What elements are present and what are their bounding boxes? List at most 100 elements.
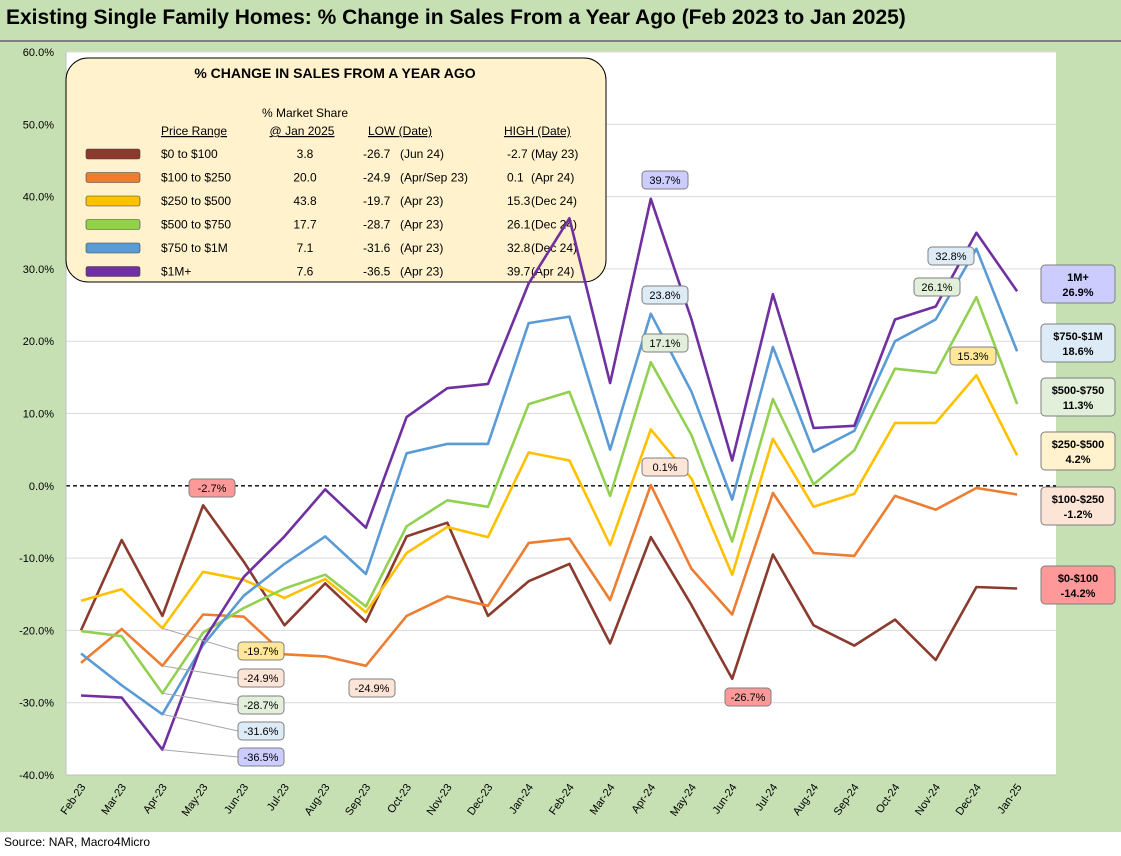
y-tick-label: 60.0% [23,47,54,59]
high-label: 23.8% [649,290,680,302]
end-label: 4.2% [1065,454,1090,466]
end-label-box [1040,431,1116,471]
legend-row-high: 39.7 [507,265,531,279]
x-tick-label: May-24 [668,782,699,819]
title-divider [0,40,1121,42]
series-line [79,503,1018,681]
legend-row-low-date: (Apr 23) [400,241,443,255]
legend-swatch [85,172,141,183]
y-tick-label: 10.0% [23,409,54,421]
y-tick-label: -20.0% [19,625,54,637]
y-tick-label: 40.0% [23,192,54,204]
end-label: $750-$1M [1053,331,1103,343]
end-label: $0-$100 [1058,573,1098,585]
legend-row-high-date: (Apr 24) [531,171,574,185]
high-label: 39.7% [649,175,680,187]
legend-swatch [85,266,141,277]
legend-row-share: 43.8 [293,194,317,208]
leader-line [162,713,239,732]
y-tick-label: -40.0% [19,770,54,782]
high-label: 17.1% [649,338,680,350]
legend-row-high: 0.1 [507,171,524,185]
legend-row-low-date: (Apr 23) [400,218,443,232]
end-label: 1M+ [1067,272,1089,284]
legend-row-share: 7.1 [297,241,314,255]
high-label-box [913,277,961,297]
high-label-box [641,333,689,353]
legend-row-low: -19.7 [363,194,391,208]
chart-title: Existing Single Family Homes: % Change i… [6,6,906,29]
end-label: $500-$750 [1052,385,1105,397]
legend-row-low: -26.7 [363,147,391,161]
high-label: 0.1% [652,462,677,474]
end-label-box [1040,565,1116,605]
low-label-box [724,687,772,707]
legend-swatch [85,242,141,254]
legend-row-share: 3.8 [297,147,314,161]
x-tick-label: Jan-25 [995,782,1024,816]
high-label-box [641,285,689,305]
x-tick-label: Apr-23 [141,782,170,816]
x-tick-label: Oct-23 [385,782,414,816]
x-tick-label: Nov-24 [913,782,943,818]
series-line [80,197,1019,752]
end-label: $250-$500 [1052,439,1105,451]
legend-swatch [85,195,141,207]
y-tick-label: -10.0% [19,553,54,565]
x-tick-label: May-23 [180,782,211,819]
end-label: $100-$250 [1052,494,1105,506]
legend-row-label: $250 to $500 [161,194,231,208]
legend-col-share: @ Jan 2025 [270,124,335,138]
leader-line [162,627,239,652]
legend-row-label: $0 to $100 [161,147,218,161]
y-tick-label: 50.0% [23,119,54,131]
x-tick-label: Feb-23 [59,782,89,817]
high-label-box [641,170,689,190]
leader-line [162,692,239,706]
high-label-box [927,246,975,266]
legend-row-share: 20.0 [293,171,317,185]
legend-row-low: -28.7 [363,218,391,232]
x-tick-label: Mar-24 [588,782,618,817]
low-label-box [348,678,396,698]
x-tick-label: Sep-23 [343,782,373,818]
low-label: -24.9% [355,683,390,695]
legend-row-low-date: (Apr 23) [400,194,443,208]
high-label-box [949,346,997,366]
leader-line [162,665,239,679]
x-tick-label: Dec-23 [465,782,495,818]
low-label-box [237,641,285,661]
legend-header-share: % Market Share [262,106,348,120]
legend-row-high: 15.3 [507,194,531,208]
end-label: -14.2% [1061,588,1096,600]
legend-row-share: 7.6 [297,265,314,279]
high-label: 15.3% [957,351,988,363]
low-label: -26.7% [731,692,766,704]
legend-row-high-date: (Dec 24) [531,218,577,232]
x-tick-label: Jul-24 [753,782,780,813]
leader-line [162,749,239,758]
legend-col-price: Price Range [161,124,227,138]
legend-row-high: -2.7 [507,147,528,161]
legend-title: % CHANGE IN SALES FROM A YEAR AGO [194,65,475,81]
series-line [80,373,1019,630]
end-label-box [1040,264,1116,304]
low-label: -36.5% [244,752,279,764]
x-tick-label: Mar-23 [99,782,129,817]
end-label: -1.2% [1064,509,1093,521]
legend-row-low: -31.6 [363,241,391,255]
legend-col-high: HIGH (Date) [504,124,571,138]
y-tick-label: 0.0% [29,481,54,493]
high-label: -2.7% [198,483,227,495]
low-label: -24.9% [244,673,279,685]
high-label-box [188,478,236,498]
legend-row-low-date: (Jun 24) [400,147,444,161]
high-label-box [641,457,689,477]
legend-row-low: -36.5 [363,265,391,279]
x-tick-label: Nov-23 [425,782,455,818]
end-label: 11.3% [1063,400,1094,412]
low-label: -19.7% [244,646,279,658]
legend-row-high: 26.1 [507,218,531,232]
y-tick-label: -30.0% [19,698,54,710]
x-tick-label: Jun-23 [222,782,251,816]
